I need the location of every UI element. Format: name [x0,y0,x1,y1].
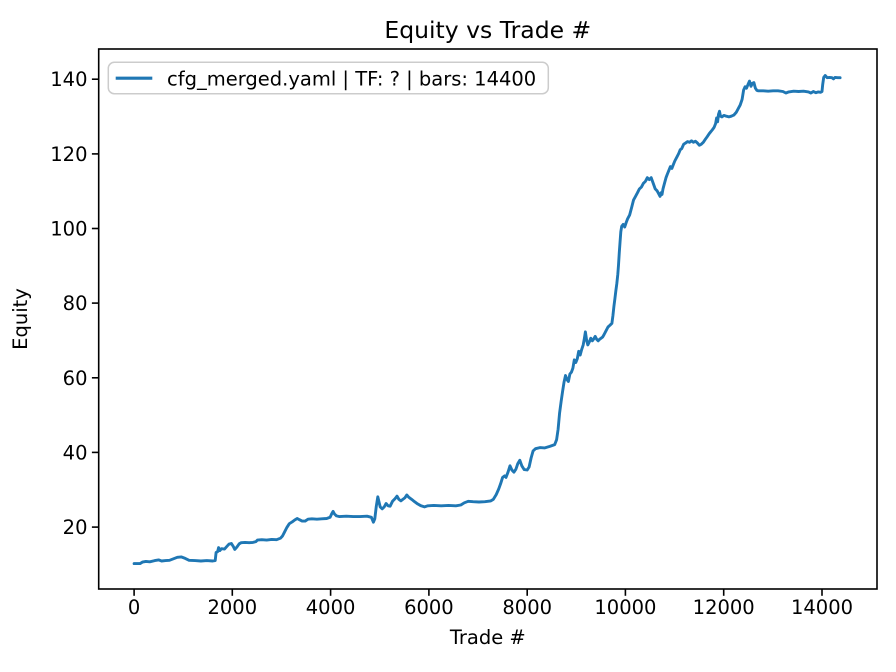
chart-title: Equity vs Trade # [384,16,591,44]
y-tick-label: 60 [63,367,88,390]
x-tick-label: 10000 [594,596,656,619]
axis-ticks [91,78,823,596]
y-tick-label: 120 [50,143,87,166]
y-tick-label: 20 [63,516,88,539]
x-tick-label: 6000 [404,596,454,619]
plot-spines [97,48,878,590]
x-tick-label: 14000 [791,596,853,619]
y-tick-label: 40 [63,441,88,464]
axis-tick-labels: 0 2000 4000 6000 8000 10000 12000 14000 20 40 60 80… [50,68,853,619]
x-tick-label: 2000 [207,596,257,619]
y-tick-label: 80 [63,292,88,315]
legend: cfg_merged.yaml | TF: ? | bars: 14400 [107,61,550,95]
x-tick-label: 8000 [502,596,552,619]
x-tick-label: 12000 [693,596,755,619]
x-tick-label: 4000 [306,596,356,619]
x-tick-label: 0 [128,596,140,619]
equity-line [132,74,842,566]
y-tick-label: 140 [50,68,87,91]
x-axis-label: Trade # [449,626,526,649]
y-tick-label: 100 [50,218,87,241]
legend-label: cfg_merged.yaml | TF: ? | bars: 14400 [167,67,536,90]
legend-box [107,61,550,95]
y-axis-label: Equity [9,288,32,350]
